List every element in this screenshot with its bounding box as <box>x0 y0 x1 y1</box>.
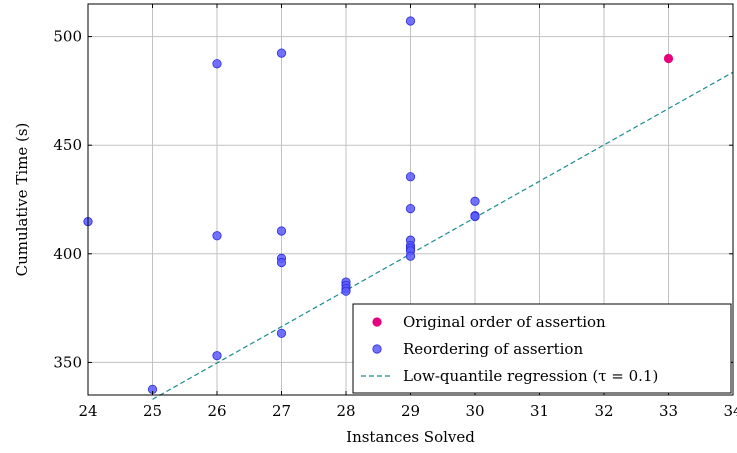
legend-marker-original <box>372 317 382 327</box>
x-axis-ticks: 24 25 26 27 28 29 30 31 32 33 34 <box>78 4 737 420</box>
x-tick-label: 25 <box>143 402 162 420</box>
regression-line <box>152 71 734 400</box>
reordering-point <box>405 172 416 182</box>
reordering-point <box>341 286 351 296</box>
regression-line-segment <box>152 71 734 400</box>
legend-label: Low-quantile regression (τ = 0.1) <box>403 367 658 385</box>
reordering-point <box>212 231 222 241</box>
data-points <box>83 16 674 394</box>
x-tick-label: 26 <box>207 402 226 420</box>
reordering-point <box>276 328 287 338</box>
y-tick-label: 500 <box>53 28 82 46</box>
x-axis-label: Instances Solved <box>346 428 475 446</box>
reordering-point <box>276 48 287 58</box>
x-tick-label: 28 <box>336 402 355 420</box>
legend-box <box>352 303 732 394</box>
x-tick-label: 29 <box>401 402 420 420</box>
reordering-point <box>470 211 480 222</box>
reordering-point <box>405 204 416 214</box>
reordering-point <box>212 351 222 361</box>
y-axis-label: Cumulative Time (s) <box>13 123 31 277</box>
x-tick-label: 24 <box>78 402 97 420</box>
reordering-point <box>276 257 287 268</box>
original-order-point <box>663 53 674 64</box>
reordering-point <box>212 59 222 69</box>
x-tick-label: 33 <box>659 402 678 420</box>
legend: Original order of assertion Reordering of… <box>352 303 732 394</box>
x-tick-label: 32 <box>594 402 613 420</box>
legend-marker-reordering <box>372 344 382 354</box>
y-tick-label: 400 <box>53 245 82 263</box>
x-tick-label: 27 <box>272 402 291 420</box>
x-tick-label: 34 <box>723 402 737 420</box>
legend-label: Reordering of assertion <box>403 340 583 358</box>
x-tick-label: 31 <box>530 402 549 420</box>
y-axis-ticks: 350 400 450 500 <box>53 28 733 371</box>
legend-label: Original order of assertion <box>403 313 606 331</box>
x-tick-label: 30 <box>465 402 484 420</box>
reordering-point <box>405 16 416 26</box>
y-tick-label: 450 <box>53 136 82 154</box>
reordering-point <box>470 196 480 206</box>
reordering-point <box>405 251 416 261</box>
y-tick-label: 350 <box>53 353 82 371</box>
reordering-point <box>276 226 287 236</box>
